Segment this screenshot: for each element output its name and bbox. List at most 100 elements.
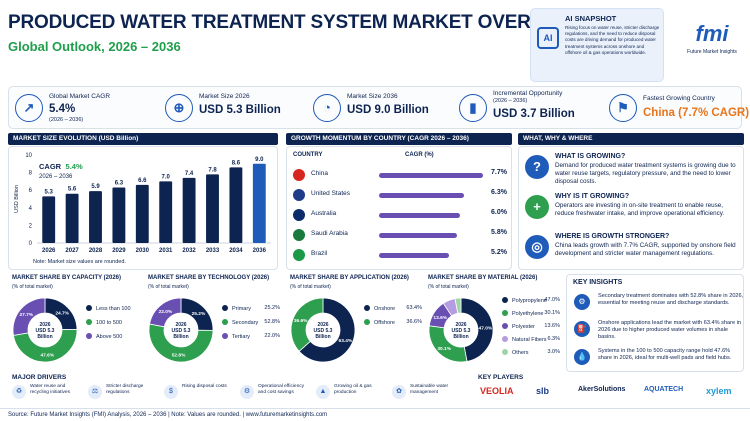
- x-tick-label: 2028: [89, 248, 103, 254]
- cagr-value: 6.3%: [491, 189, 507, 196]
- bar-value-label: 6.3: [115, 181, 124, 187]
- legend-swatch: [502, 349, 508, 355]
- driver-item: $ Rising disposal costs: [164, 383, 238, 403]
- kpi-label: Incremental Opportunity: [493, 90, 563, 97]
- bar: [65, 193, 79, 243]
- share-title: MARKET SHARE BY CAPACITY (2026): [12, 275, 122, 281]
- driver-text: Sustainable water management: [410, 384, 449, 395]
- country-flag-icon: [293, 229, 305, 241]
- chart-note: Note: Market size values are rounded.: [33, 259, 126, 265]
- donut-center-label: USD 5.3: [452, 328, 471, 334]
- driver-item: ♻ Water reuse and recycling initiatives: [12, 383, 86, 403]
- globe-icon: ⊕: [165, 94, 193, 122]
- player-logo: AQUATECH: [644, 386, 684, 393]
- bar: [229, 167, 243, 243]
- kpi-label: Market Size 2026: [199, 93, 250, 100]
- legend-label: Onshore: [374, 306, 396, 312]
- kpi-row: ↗ Global Market CAGR 5.4% (2026 – 2036) …: [8, 86, 749, 130]
- legend-label: Others: [512, 350, 529, 356]
- share-material: MARKET SHARE BY MATERIAL (2026) (% of tot…: [426, 275, 562, 370]
- x-tick-label: 2027: [65, 248, 79, 254]
- legend-swatch: [222, 319, 228, 325]
- bar-value-label: 7.8: [208, 167, 217, 173]
- legend-label: Polypropylene: [512, 298, 547, 304]
- donut-slice: [12, 297, 46, 336]
- legend-label: Offshore: [374, 320, 395, 326]
- www-panel: ? WHAT IS GROWING? Demand for produced w…: [518, 146, 744, 270]
- page-subtitle: Global Outlook, 2026 – 2036: [8, 39, 181, 54]
- legend-value: 52.8%: [264, 319, 280, 325]
- kpi-sub: (2026 – 2036): [49, 117, 84, 123]
- slice-label: 24.7%: [55, 311, 69, 317]
- donut-center-label: 2026: [317, 322, 328, 328]
- legend-label: 100 to 500: [96, 320, 122, 326]
- bar: [206, 174, 219, 243]
- legend-swatch: [502, 310, 508, 316]
- donut-center-label: Billion: [315, 334, 330, 340]
- bar: [112, 187, 126, 243]
- donut-center-label: Billion: [173, 334, 188, 340]
- share-title: MARKET SHARE BY APPLICATION (2026): [290, 275, 409, 281]
- trend-up-icon: ↗: [15, 94, 43, 122]
- driver-icon: ⚖: [88, 385, 102, 399]
- market-size-bar-chart: 0 2 4 6 8 10 USD Billion 5.3 2026 5.6 2027 5.9 2028 6…: [14, 153, 271, 254]
- bar-growth-icon: ▮: [459, 94, 487, 122]
- share-title: MARKET SHARE BY MATERIAL (2026): [428, 275, 538, 281]
- legend-label: Tertiary: [232, 334, 251, 340]
- what-question: WHAT IS GROWING?: [555, 153, 626, 160]
- what-answer: Demand for produced water treatment syst…: [555, 162, 736, 185]
- cagr-value: 6.0%: [491, 209, 507, 216]
- ai-snapshot-card: AI AI SNAPSHOT Rising focus on water reu…: [530, 8, 664, 82]
- gear-icon: ⚙: [574, 294, 590, 310]
- pump-icon: ⛽: [574, 321, 590, 337]
- y-tick-label: 10: [25, 153, 32, 159]
- y-tick-label: 6: [29, 188, 33, 194]
- y-tick-label: 0: [29, 241, 33, 247]
- kpi-size-2026: ⊕ Market Size 2026 USD 5.3 Billion: [159, 87, 307, 130]
- kpi-sub: (2026 – 2036): [493, 98, 528, 104]
- driver-icon: ✿: [392, 385, 406, 399]
- x-tick-label: 2031: [159, 248, 173, 254]
- kpi-value: 5.4%: [49, 103, 76, 115]
- header: PRODUCED WATER TREATMENT SYSTEM MARKET O…: [0, 0, 750, 82]
- evolution-panel: 0 2 4 6 8 10 USD Billion 5.3 2026 5.6 2027 5.9 2028 6…: [8, 146, 278, 270]
- bar-value-label: 5.9: [91, 184, 100, 190]
- country-row: Saudi Arabia 5.8%: [287, 227, 517, 247]
- legend-swatch: [364, 305, 370, 311]
- country-flag-icon: [293, 189, 305, 201]
- insights-panel: KEY INSIGHTS: [566, 274, 744, 372]
- legend-item: Natural Fibers 6.3%: [502, 336, 560, 343]
- legend-item: Above 500: [86, 333, 144, 340]
- country-name: China: [311, 170, 328, 177]
- cagr-callout-value: 5.4%: [65, 162, 83, 171]
- y-tick-label: 4: [29, 206, 33, 212]
- bar-value-label: 7.0: [162, 174, 171, 180]
- driver-text: Stricter discharge regulations: [106, 384, 144, 395]
- country-name: Saudi Arabia: [311, 230, 348, 237]
- legend-item: Polypropylene 47.0%: [502, 297, 560, 304]
- donut-center-label: 2026: [39, 322, 50, 328]
- footer: Source: Future Market Insights (FMI) Ana…: [0, 408, 750, 421]
- cagr-callout-period: 2026 – 2036: [39, 174, 73, 180]
- bar: [182, 177, 196, 243]
- cagr-value: 5.2%: [491, 249, 507, 256]
- legend-item: Onshore 63.4%: [364, 305, 422, 312]
- legend-label: Polyethylene: [512, 311, 544, 317]
- donut-slice: [12, 328, 78, 363]
- country-name: United States: [311, 190, 351, 197]
- plant-icon: +: [525, 195, 549, 219]
- share-subtitle: (% of total market): [12, 284, 53, 290]
- water-drop-icon: 💧: [574, 349, 590, 365]
- col-country: COUNTRY: [293, 152, 323, 158]
- legend-label: Primary: [232, 306, 251, 312]
- growth-heading: GROWTH MOMENTUM BY COUNTRY (CAGR 2026 – …: [286, 133, 512, 145]
- kpi-label: Market Size 2036: [347, 93, 398, 100]
- insight-text: Secondary treatment dominates with 52.8%…: [598, 293, 744, 306]
- donut-center-label: USD 5.3: [314, 328, 333, 334]
- kpi-value: China (7.7% CAGR): [643, 107, 750, 119]
- x-tick-label: 2029: [112, 248, 126, 254]
- driver-text: Water reuse and recycling initiatives: [30, 384, 70, 395]
- cagr-bar: [379, 193, 465, 198]
